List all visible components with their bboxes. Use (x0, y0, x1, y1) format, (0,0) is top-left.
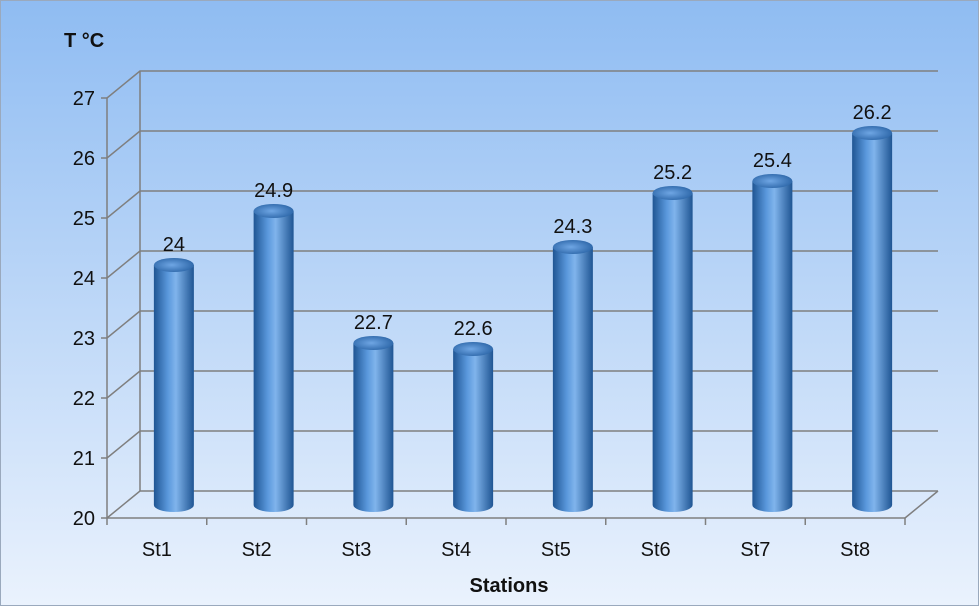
x-tick-label: St6 (641, 539, 671, 561)
y-tick-label: 21 (73, 448, 95, 470)
x-tick-label: St4 (441, 539, 471, 561)
y-tick-label: 20 (73, 508, 95, 530)
bar-cap (752, 174, 793, 188)
bar (852, 126, 893, 512)
data-label: 24.3 (553, 216, 592, 238)
y-tick-label: 25 (73, 208, 95, 230)
bar-cap (353, 336, 394, 350)
y-tick-label: 27 (73, 88, 95, 110)
x-tick-label: St7 (740, 539, 770, 561)
bar-cap (652, 186, 693, 200)
bar-cap (852, 126, 893, 140)
bar-body (253, 211, 294, 512)
bar-body (852, 133, 893, 512)
y-axis-title: T °C (64, 30, 104, 52)
data-label: 24 (163, 234, 185, 256)
x-tick-label: St1 (142, 539, 172, 561)
bar (552, 240, 593, 512)
y-tick-label: 22 (73, 388, 95, 410)
data-labels: 24 24.9 22.7 22.6 24.3 25.2 25.4 26.2 (163, 102, 892, 340)
bar-body (353, 343, 394, 512)
bar (253, 204, 294, 512)
axes (101, 71, 939, 525)
x-axis-title: Stations (470, 575, 549, 597)
x-tick-label: St2 (242, 539, 272, 561)
floor-right-edge (904, 490, 939, 519)
bar (652, 186, 693, 512)
bar-cap (153, 258, 194, 272)
bar-body (153, 265, 194, 512)
bar (353, 336, 394, 512)
x-tick-labels: St1 St2 St3 St4 St5 St6 St7 St8 (142, 539, 870, 561)
data-label: 22.7 (354, 312, 393, 334)
x-tick-label: St5 (541, 539, 571, 561)
y-tick-labels: 20 21 22 23 24 25 26 27 (73, 88, 95, 530)
x-tick-label: St3 (341, 539, 371, 561)
bar-body (552, 247, 593, 512)
bar (752, 174, 793, 512)
y-tick-label: 26 (73, 148, 95, 170)
bar-cap (552, 240, 593, 254)
bar-body (453, 349, 494, 512)
bar-body (752, 181, 793, 512)
bar-cap (453, 342, 494, 356)
bar-cap (253, 204, 294, 218)
y-tick-label: 23 (73, 328, 95, 350)
x-tick-label: St8 (840, 539, 870, 561)
data-label: 22.6 (454, 318, 493, 340)
bars (153, 126, 893, 512)
data-label: 25.4 (753, 150, 792, 172)
y-tick-label: 24 (73, 268, 95, 290)
data-label: 24.9 (254, 180, 293, 202)
bar (453, 342, 494, 512)
bar-body (652, 193, 693, 512)
data-label: 26.2 (853, 102, 892, 124)
data-label: 25.2 (653, 162, 692, 184)
bar (153, 258, 194, 512)
